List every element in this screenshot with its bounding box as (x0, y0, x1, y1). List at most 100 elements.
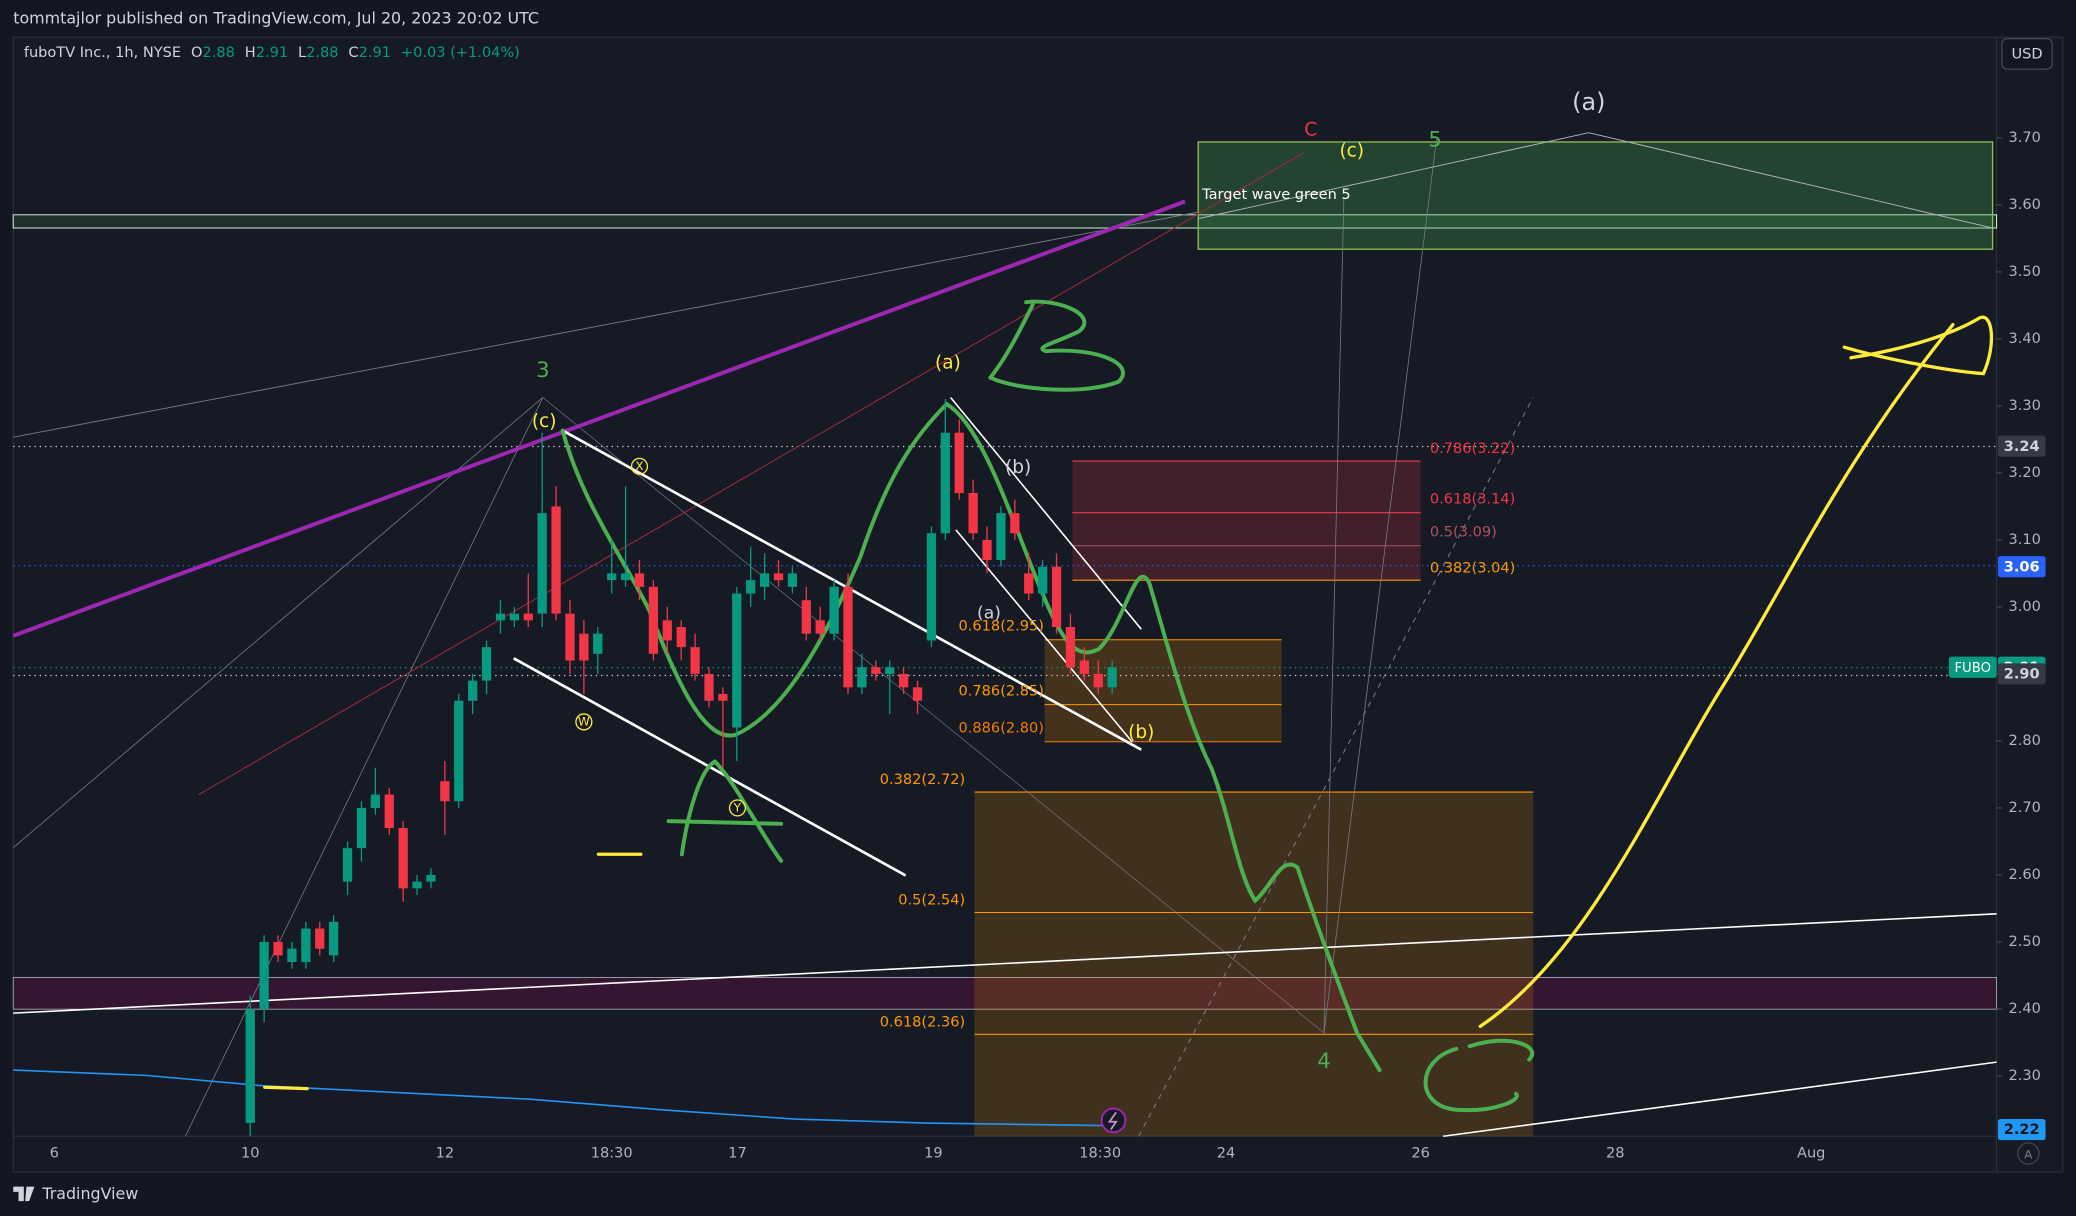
ohlc-value: 2.88 (306, 44, 338, 61)
x-tick-label: 17 (728, 1144, 747, 1161)
candle-body (634, 573, 645, 587)
x-tick-label: Aug (1797, 1144, 1825, 1161)
x-tick-label: 19 (924, 1144, 943, 1161)
y-tick-label: 3.60 (2008, 196, 2040, 213)
candle-body (468, 680, 478, 701)
price-tag-label: 2.90 (2004, 666, 2040, 683)
currency-label[interactable]: USD (2011, 46, 2042, 63)
symbol: fuboTV Inc., 1h, NYSE (24, 44, 181, 61)
drawings (12, 132, 1998, 1138)
published-line: tommtajlor published on TradingView.com,… (13, 8, 539, 27)
candle-body (926, 533, 937, 641)
annotation: (b) (1128, 722, 1154, 743)
annotation: (a) (1572, 88, 1605, 116)
x-tick-label: 6 (50, 1144, 59, 1161)
candle-body (829, 586, 839, 634)
candle-body (620, 573, 631, 581)
x-tick-label: 24 (1217, 1144, 1236, 1161)
trend-line (1198, 132, 1589, 220)
fib-zone (1044, 639, 1282, 742)
y-tick-label: 3.50 (2008, 263, 2040, 280)
moving-average (13, 1069, 1113, 1127)
event-icon[interactable] (1100, 1107, 1127, 1134)
candle-body (815, 620, 825, 634)
resistance-band (12, 214, 1998, 229)
freehand-b (988, 299, 1125, 392)
candle-body (662, 620, 672, 641)
candle-body (426, 874, 436, 882)
candle-body (398, 828, 408, 889)
annotation: X (635, 459, 643, 473)
channel-line (955, 529, 1133, 743)
annotation: 0.5(3.09) (1430, 524, 1497, 541)
candle-body (746, 580, 756, 594)
candle-body (481, 647, 492, 681)
candle-body (537, 513, 547, 614)
candle-body (773, 573, 784, 581)
ohlc-key: O (191, 44, 202, 61)
annotation: 3 (536, 357, 549, 382)
y-tick-label: 3.40 (2008, 330, 2040, 347)
x-tick-label: 18:30 (591, 1144, 633, 1161)
trend-line (1443, 1061, 1997, 1138)
candle-body (787, 573, 798, 587)
candle-body (356, 807, 367, 849)
symbol-line: fuboTV Inc., 1h, NYSE O2.88 H2.91 L2.88 … (24, 44, 520, 61)
candle-body (1038, 566, 1048, 594)
price-tag (1997, 1118, 2046, 1141)
x-tick-label: 10 (241, 1144, 260, 1161)
candle-body (1093, 673, 1103, 688)
auto-scale-label[interactable]: A (2024, 1147, 2033, 1161)
candle-body (857, 667, 867, 688)
candle-body (940, 432, 950, 534)
currency-button[interactable] (2001, 38, 2053, 70)
event-icon-glyph (1107, 1111, 1118, 1131)
annotations: 3 (c) (a) (b) (a) (b) 5 4 C (c) (a) Target wave gre… (532, 88, 1606, 1073)
annotation: (a) (977, 603, 1001, 623)
fib-zone (1072, 461, 1421, 581)
candle-body (912, 687, 923, 701)
candle-body (509, 613, 519, 621)
x-tick-label: 12 (436, 1144, 455, 1161)
candle-body (885, 667, 895, 674)
freehand-path (1478, 323, 1955, 1029)
trend-line (198, 152, 1305, 796)
ohlc-key: L (298, 44, 307, 61)
candle-body (329, 921, 339, 956)
trend-line (1323, 198, 1345, 1034)
candle-body (315, 928, 325, 949)
brand-name: TradingView (41, 1184, 138, 1203)
candle-body (898, 673, 909, 688)
footer (0, 1173, 2076, 1216)
target-box (1197, 141, 1994, 250)
freehand-dash (263, 1085, 309, 1091)
annotation: 0.786(2.85) (959, 682, 1044, 699)
candle-body (384, 794, 394, 829)
candle-body (1107, 667, 1117, 688)
candle-body (454, 700, 464, 802)
x-tick-label: 26 (1411, 1144, 1430, 1161)
candle-body (732, 593, 742, 728)
candle-body (1079, 660, 1089, 674)
support-band (12, 976, 1997, 1010)
trend-line (12, 199, 1186, 638)
annotation: 0.886(2.80) (959, 719, 1044, 736)
candle-body (287, 948, 297, 963)
candle-body (718, 694, 728, 701)
y-tick-label: 3.20 (2008, 464, 2040, 481)
candle-body (1051, 566, 1062, 628)
candle-body (704, 673, 714, 701)
annotation: 0.5(2.54) (898, 892, 965, 909)
chart-panel (12, 36, 2064, 1173)
fib-zone (974, 792, 1534, 1137)
candle-body (871, 667, 881, 674)
auto-scale-button[interactable] (2017, 1142, 2040, 1165)
channel-line (950, 396, 1142, 630)
candle-body (648, 586, 659, 654)
candle-body (759, 573, 770, 587)
y-tick-label: 2.80 (2008, 732, 2040, 749)
ohlc-key: H (245, 44, 256, 61)
candles (245, 399, 1117, 1137)
